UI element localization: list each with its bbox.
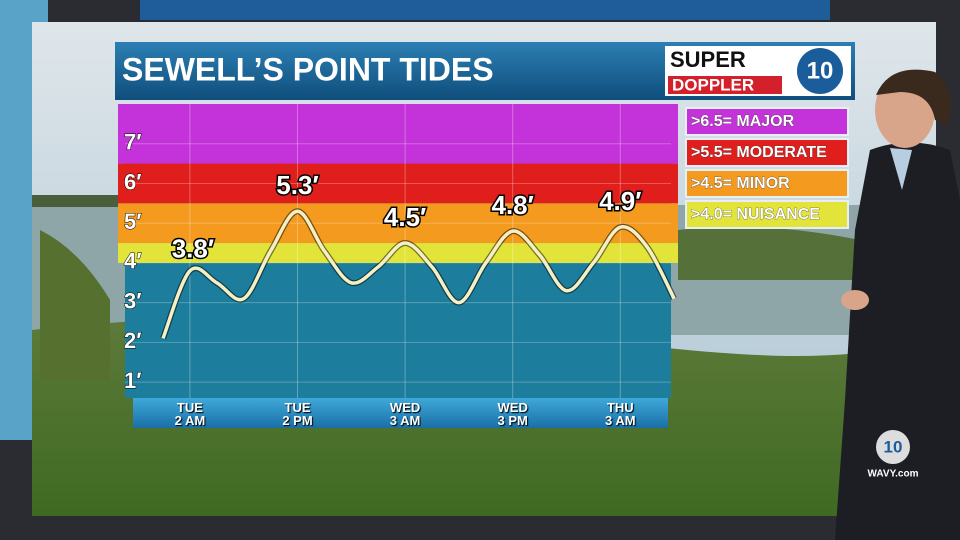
y-tick-label: 5′ [124,209,142,234]
legend-label: >4.0= NUISANCE [691,206,820,223]
legend-label: >5.5= MODERATE [691,144,827,161]
watermark-channel: 10 [884,437,903,456]
legend-swatch [685,169,849,198]
value-label: 3.8′ [172,234,214,264]
logo-circle [797,48,843,94]
x-tick-label: WED 3 PM [497,400,528,428]
reeds [678,226,860,280]
value-label: 5.3′ [276,170,318,200]
presenter-hair [876,69,952,125]
threshold-band [118,203,678,244]
x-tick-label: TUE 2 PM [282,400,313,428]
threshold-band [118,104,678,164]
x-tick-label: WED 3 AM [389,400,421,428]
top-screen [140,0,830,20]
watermark-logo [876,430,910,464]
y-tick-label: 4′ [124,249,142,274]
logo-super: SUPER [670,47,746,72]
threshold-band [118,163,678,204]
x-tick-label: THU 3 AM [605,400,636,428]
legend-label: >4.5= MINOR [691,175,790,192]
x-axis-strip [133,398,668,428]
watermark-text: WAVY.com [868,469,919,480]
y-tick-label: 2′ [124,328,142,353]
threshold-band [118,243,678,263]
y-tick-label: 3′ [124,288,142,313]
legend-swatch [685,107,849,136]
presenter-hands [841,290,869,310]
legend-swatch [685,138,849,167]
value-label: 4.9′ [599,186,641,216]
logo-channel: 10 [807,57,834,84]
legend-label: >6.5= MAJOR [691,113,795,130]
reeds [40,230,110,380]
presenter-suit [835,142,960,540]
value-label: 4.5′ [384,202,426,232]
legend-swatch [685,200,849,229]
y-tick-label: 6′ [124,169,142,194]
plot: >6.5= MAJOR >5.5= MODERATE >4.5= MINOR >4.0… [118,104,849,398]
y-tick-label: 7′ [124,130,142,155]
logo-band [668,76,782,94]
logo-doppler: DOPPLER [672,75,754,94]
tide-line [161,209,676,340]
x-tick-label: TUE 2 AM [174,400,206,428]
value-label: 4.8′ [492,190,534,220]
chart-title: SEWELL’S POINT TIDES [122,51,494,87]
y-tick-label: 1′ [124,368,142,393]
presenter-shirt [890,148,912,190]
